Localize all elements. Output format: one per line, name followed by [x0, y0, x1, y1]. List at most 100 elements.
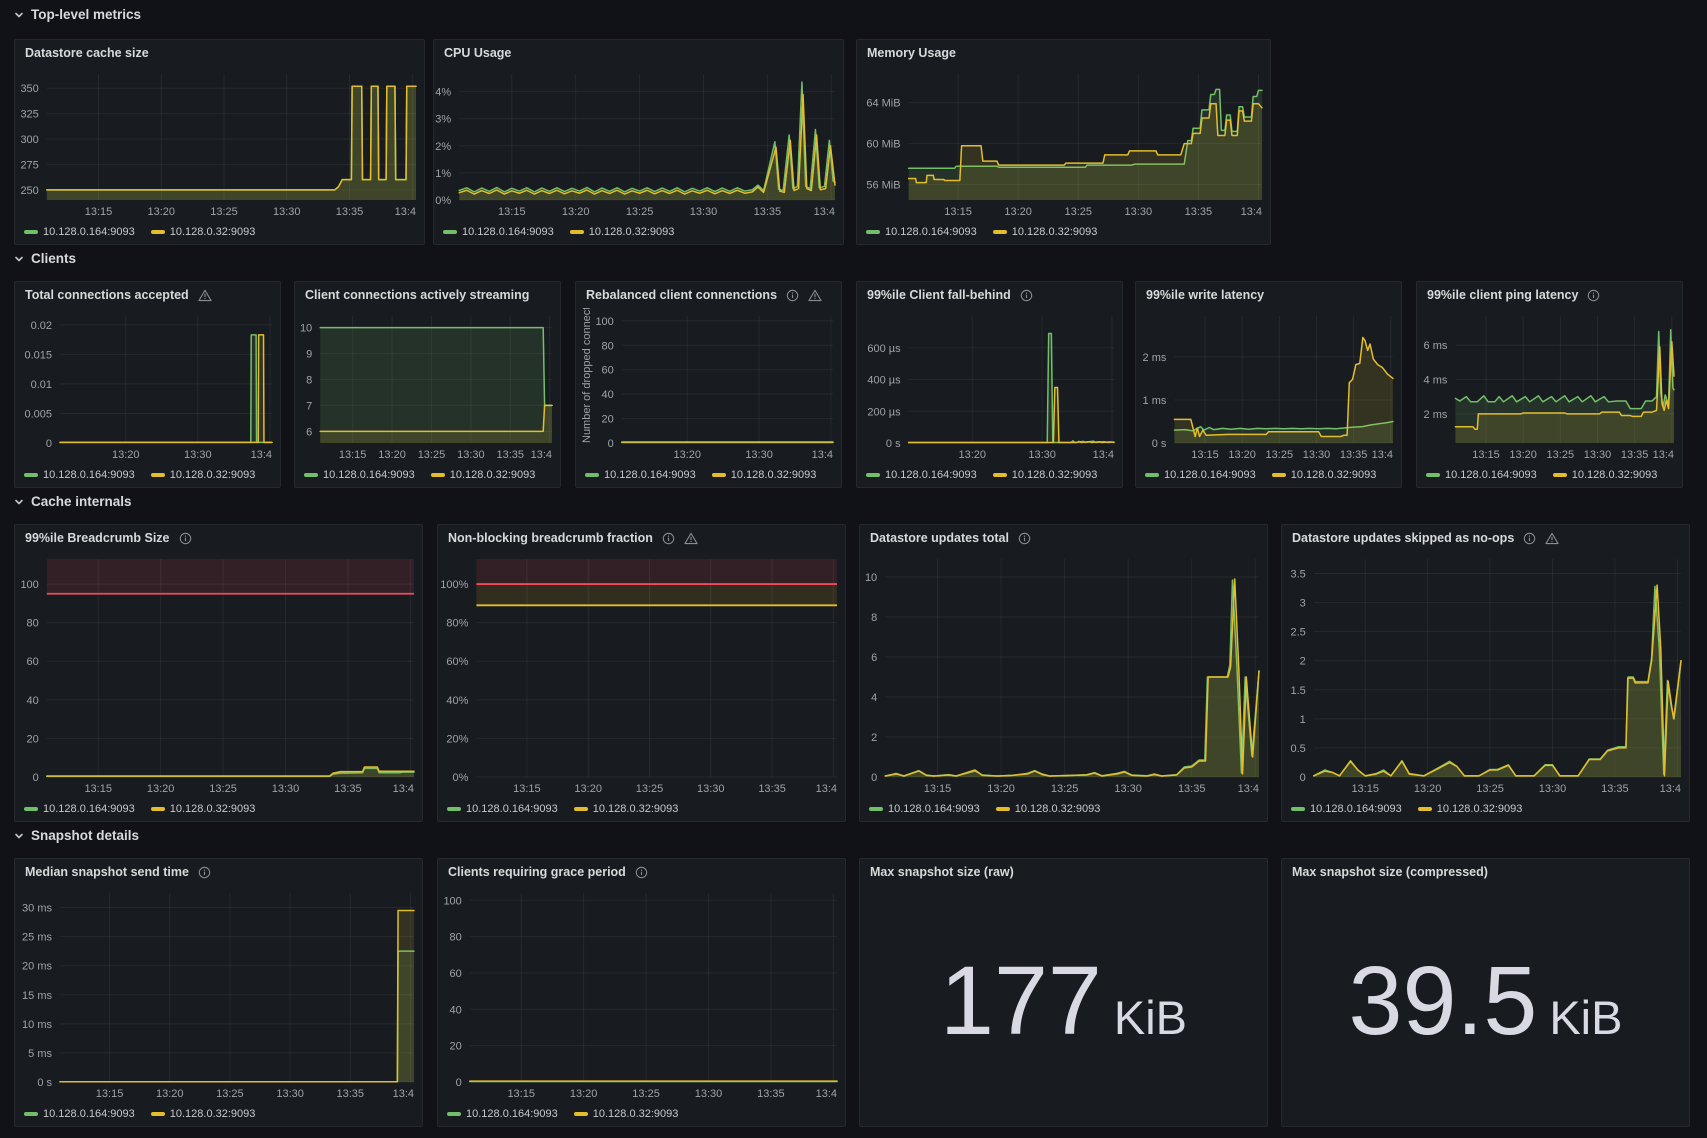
legend-item[interactable]: 10.128.0.32:9093: [430, 469, 535, 481]
section-header-top-level-metrics[interactable]: Top-level metrics: [13, 7, 141, 22]
legend-item[interactable]: 10.128.0.32:9093: [1271, 469, 1376, 481]
info-icon[interactable]: [1020, 289, 1033, 302]
legend-item[interactable]: 10.128.0.32:9093: [1417, 803, 1522, 815]
legend-series-label: 10.128.0.32:9093: [169, 469, 256, 481]
panel-title[interactable]: Total connections accepted: [25, 288, 189, 302]
legend-item[interactable]: 10.128.0.32:9093: [150, 803, 255, 815]
time-series-chart[interactable]: 0 s 200 µs 400 µs 600 µs 13:20 13:30 13:4: [857, 308, 1122, 463]
panel-title[interactable]: Datastore cache size: [25, 46, 149, 60]
time-series-chart[interactable]: 0 20 40 60 80 100 13:15 13:20 13:25 13:30 13:35 13:…: [15, 551, 422, 797]
chevron-down-icon: [13, 253, 25, 265]
legend-series-marker: [447, 807, 461, 811]
time-series-chart[interactable]: 0 2 4 6 8 10 13:15 13:20 13:25 13:30 13:35 13:4: [860, 551, 1267, 797]
info-icon[interactable]: [786, 289, 799, 302]
legend-item[interactable]: 10.128.0.164:9093: [24, 469, 135, 481]
panel-title[interactable]: Memory Usage: [867, 46, 956, 60]
panel-title[interactable]: Median snapshot send time: [25, 865, 189, 879]
info-icon[interactable]: [198, 866, 211, 879]
svg-text:13:25: 13:25: [632, 1088, 660, 1100]
panel-title[interactable]: Max snapshot size (compressed): [1292, 865, 1488, 879]
svg-text:13:25: 13:25: [418, 449, 446, 461]
legend-item[interactable]: 10.128.0.32:9093: [995, 803, 1100, 815]
legend-item[interactable]: 10.128.0.32:9093: [573, 803, 678, 815]
panel-title[interactable]: Clients requiring grace period: [448, 865, 626, 879]
panel-title[interactable]: Rebalanced client connenctions: [586, 288, 778, 302]
panel-title[interactable]: 99%ile write latency: [1146, 288, 1265, 302]
warning-icon[interactable]: [198, 289, 212, 302]
time-series-chart[interactable]: 250 275 300 325 350 13:15 13:20 13:25 13:30 13:35…: [15, 66, 424, 220]
time-series-chart[interactable]: 0 s 1 ms 2 ms 13:15 13:20 13:25 13:30 13:35 13:4: [1136, 308, 1401, 463]
legend-item[interactable]: 10.128.0.164:9093: [869, 803, 980, 815]
svg-text:300: 300: [20, 134, 38, 146]
time-series-chart[interactable]: 2 ms 4 ms 6 ms 13:15 13:20 13:25 13:30 13:35 13:…: [1417, 308, 1682, 463]
legend-item[interactable]: 10.128.0.32:9093: [1552, 469, 1657, 481]
panel-title[interactable]: CPU Usage: [444, 46, 512, 60]
panel-title[interactable]: 99%ile Breadcrumb Size: [25, 531, 170, 545]
legend-item[interactable]: 10.128.0.164:9093: [585, 469, 696, 481]
info-icon[interactable]: [179, 532, 192, 545]
panel-title[interactable]: 99%ile client ping latency: [1427, 288, 1579, 302]
time-series-chart[interactable]: 0 s 5 ms 10 ms 15 ms 20 ms 25 ms 30 ms 13:15 13:…: [15, 885, 422, 1102]
legend-item[interactable]: 10.128.0.164:9093: [443, 226, 554, 238]
info-icon[interactable]: [1018, 532, 1031, 545]
section-header-cache-internals[interactable]: Cache internals: [13, 494, 132, 509]
panel-header: Memory Usage: [857, 40, 1270, 66]
legend-item[interactable]: 10.128.0.32:9093: [150, 469, 256, 481]
svg-text:100: 100: [20, 579, 38, 591]
legend-item[interactable]: 10.128.0.164:9093: [1426, 469, 1537, 481]
panel-title[interactable]: 99%ile Client fall-behind: [867, 288, 1011, 302]
chart-legend: 10.128.0.164:9093 10.128.0.32:9093: [447, 1105, 678, 1123]
panel-title[interactable]: Client connections actively streaming: [305, 288, 530, 302]
legend-item[interactable]: 10.128.0.164:9093: [447, 1108, 558, 1120]
legend-item[interactable]: 10.128.0.32:9093: [150, 1108, 255, 1120]
svg-text:13:30: 13:30: [1114, 783, 1142, 795]
legend-series-marker: [430, 473, 445, 477]
time-series-chart[interactable]: 0 0.5 1 1.5 2 2.5 3 3.5 13:15 13:20 13:25 13:30 13:3…: [1282, 551, 1689, 797]
time-series-chart[interactable]: 0% 20% 40% 60% 80% 100% 13:15 13:20 13:25 13:30 13…: [438, 551, 845, 797]
svg-text:13:20: 13:20: [959, 449, 987, 461]
warning-icon[interactable]: [808, 289, 822, 302]
legend-item[interactable]: 10.128.0.32:9093: [992, 226, 1097, 238]
legend-series-label: 10.128.0.164:9093: [43, 226, 135, 238]
info-icon[interactable]: [635, 866, 648, 879]
time-series-chart[interactable]: 0 20 40 60 80 100 13:15 13:20 13:25 13:30 13:35 13:…: [438, 885, 845, 1102]
time-series-chart[interactable]: 0 0.005 0.01 0.015 0.02 13:20 13:30 13:4: [15, 308, 280, 463]
legend-item[interactable]: 10.128.0.32:9093: [150, 226, 255, 238]
panel-title[interactable]: Datastore updates total: [870, 531, 1009, 545]
panel-title[interactable]: Max snapshot size (raw): [870, 865, 1014, 879]
info-icon[interactable]: [1587, 289, 1600, 302]
section-header-snapshot-details[interactable]: Snapshot details: [13, 828, 139, 843]
legend-item[interactable]: 10.128.0.32:9093: [992, 469, 1097, 481]
section-header-clients[interactable]: Clients: [13, 251, 76, 266]
panel-title[interactable]: Non-blocking breadcrumb fraction: [448, 531, 653, 545]
panel-title[interactable]: Datastore updates skipped as no-ops: [1292, 531, 1515, 545]
svg-text:13:4: 13:4: [531, 449, 552, 461]
legend-series-label: 10.128.0.164:9093: [466, 803, 558, 815]
legend-item[interactable]: 10.128.0.164:9093: [1291, 803, 1402, 815]
info-icon[interactable]: [1523, 532, 1536, 545]
svg-text:13:35: 13:35: [497, 449, 525, 461]
legend-item[interactable]: 10.128.0.164:9093: [447, 803, 558, 815]
time-series-chart[interactable]: 56 MiB 60 MiB 64 MiB 13:15 13:20 13:25 13:30 13…: [857, 66, 1270, 220]
warning-icon[interactable]: [684, 532, 698, 545]
svg-text:13:20: 13:20: [147, 206, 175, 218]
legend-item[interactable]: 10.128.0.164:9093: [24, 803, 135, 815]
legend-item[interactable]: 10.128.0.32:9093: [569, 226, 674, 238]
info-icon[interactable]: [662, 532, 675, 545]
svg-text:13:35: 13:35: [1178, 783, 1206, 795]
time-series-chart[interactable]: 0 20 40 60 80 100 13:20 13:30 13:4 Number of drop…: [576, 292, 841, 463]
legend-item[interactable]: 10.128.0.164:9093: [24, 1108, 135, 1120]
legend-item[interactable]: 10.128.0.164:9093: [304, 469, 415, 481]
legend-item[interactable]: 10.128.0.32:9093: [573, 1108, 678, 1120]
legend-item[interactable]: 10.128.0.164:9093: [24, 226, 135, 238]
legend-item[interactable]: 10.128.0.164:9093: [866, 469, 977, 481]
time-series-chart[interactable]: 6 7 8 9 10 13:15 13:20 13:25 13:30 13:35 13:4: [295, 308, 560, 463]
chart-legend: 10.128.0.164:9093 10.128.0.32:9093: [869, 800, 1100, 818]
legend-item[interactable]: 10.128.0.164:9093: [1145, 469, 1256, 481]
time-series-chart[interactable]: 0% 1% 2% 3% 4% 13:15 13:20 13:25 13:30 13:35 13:4: [434, 66, 843, 220]
panel-header: Max snapshot size (compressed): [1282, 859, 1689, 885]
warning-icon[interactable]: [1545, 532, 1559, 545]
section-title: Snapshot details: [31, 828, 140, 843]
legend-item[interactable]: 10.128.0.32:9093: [711, 469, 816, 481]
legend-item[interactable]: 10.128.0.164:9093: [866, 226, 977, 238]
